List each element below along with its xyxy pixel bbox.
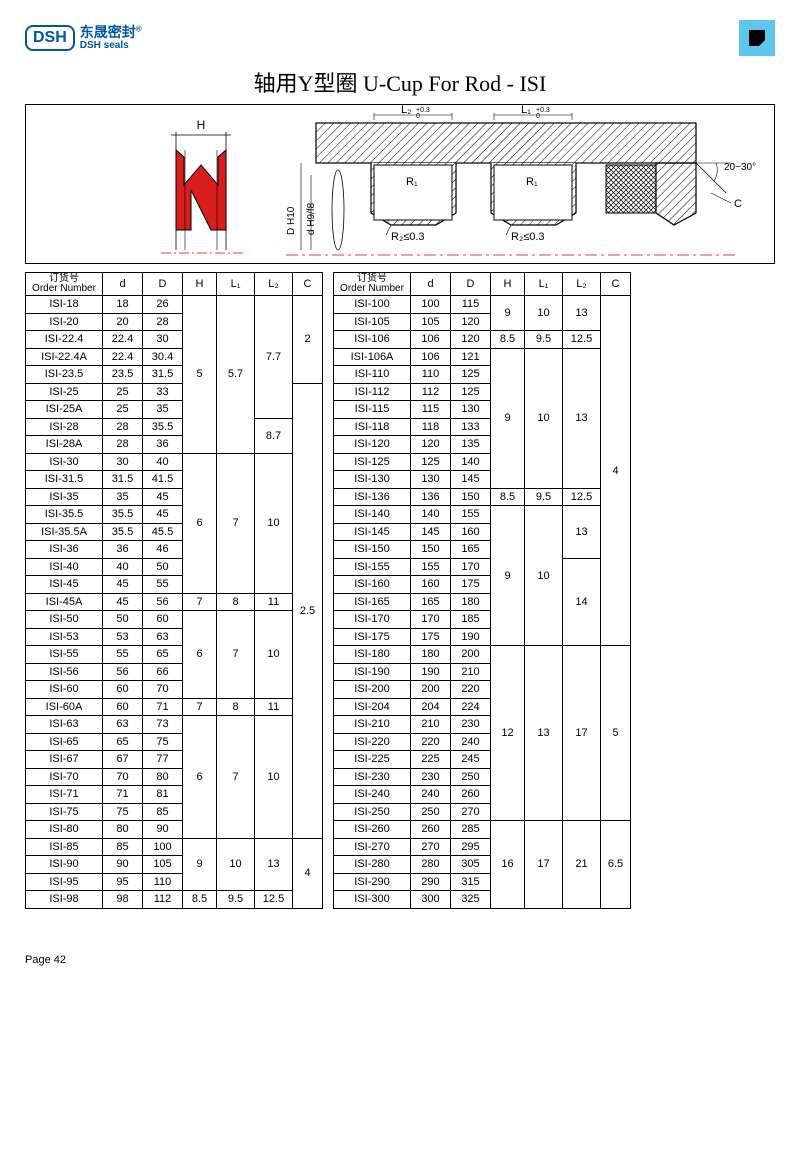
page-footer: Page 42 <box>25 954 775 966</box>
logo-en: DSH seals <box>80 40 142 51</box>
table-row: ISI-18182655.77.72 <box>26 296 323 314</box>
table-row: ISI-1061061208.59.512.5 <box>334 331 631 349</box>
page-header: DSH 东晟密封® DSH seals <box>25 20 775 56</box>
svg-text:H: H <box>197 118 206 132</box>
seal-profile-icon <box>739 20 775 56</box>
svg-text:R₁: R₁ <box>406 176 418 188</box>
table-row: ISI-106A10612191013 <box>334 348 631 366</box>
table-row: ISI-60A60717811 <box>26 698 323 716</box>
table-row: ISI-282835.58.7 <box>26 418 323 436</box>
logo-cn: 东晟密封® <box>80 25 142 40</box>
table-row: ISI-6363736710 <box>26 716 323 734</box>
table-row: ISI-8585100910134 <box>26 838 323 856</box>
spec-table-left: 订货号Order Number dDH L₁L₂C ISI-18182655.7… <box>25 272 323 909</box>
svg-text:R₁: R₁ <box>526 176 538 188</box>
svg-text:D H10: D H10 <box>286 206 297 235</box>
svg-text:L₁: L₁ <box>521 105 531 116</box>
svg-text:0: 0 <box>536 113 540 120</box>
technical-drawing: H 20~30° C L₂ +0.3 0 L₁ +0.3 0 R₁ R₁ R₂≤… <box>25 104 775 264</box>
table-row: ISI-98981128.59.512.5 <box>26 891 323 909</box>
svg-text:20~30°: 20~30° <box>724 162 756 173</box>
table-row: ISI-1801802001213175 <box>334 646 631 664</box>
svg-text:R₂≤0.3: R₂≤0.3 <box>391 231 425 243</box>
spec-table-right: 订货号Order Number dDH L₁L₂C ISI-1001001159… <box>333 272 631 909</box>
table-row: ISI-5050606710 <box>26 611 323 629</box>
table-row: ISI-1361361508.59.512.5 <box>334 488 631 506</box>
table-row: ISI-14014015591013 <box>334 506 631 524</box>
svg-text:L₂: L₂ <box>401 105 411 116</box>
table-row: ISI-2602602851617216.5 <box>334 821 631 839</box>
svg-text:C: C <box>734 198 742 210</box>
page-title: 轴用Y型圈 U-Cup For Rod - ISI <box>25 66 775 98</box>
table-row: ISI-15515517014 <box>334 558 631 576</box>
svg-text:R₂≤0.3: R₂≤0.3 <box>511 231 545 243</box>
company-logo: DSH 东晟密封® DSH seals <box>25 25 142 51</box>
table-row: ISI-100100115910134 <box>334 296 631 314</box>
tables-container: 订货号Order Number dDH L₁L₂C ISI-18182655.7… <box>25 272 775 909</box>
svg-text:0: 0 <box>416 113 420 120</box>
table-row: ISI-45A45567811 <box>26 593 323 611</box>
logo-mark: DSH <box>25 25 75 51</box>
svg-text:d H9/f8: d H9/f8 <box>306 202 317 235</box>
table-row: ISI-3030406710 <box>26 453 323 471</box>
